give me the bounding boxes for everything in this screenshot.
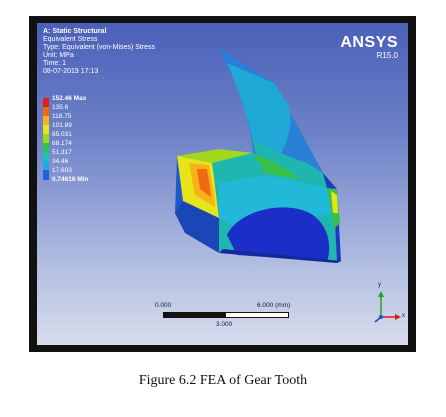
result-date: 08-07-2019 17:13 (43, 68, 155, 76)
ansys-logo: ANSYS R15.0 (340, 35, 398, 61)
scale-end-label: 6.000 (mm) (257, 302, 290, 309)
legend-label: 85.031 (52, 131, 72, 139)
scale-bar-filled-half (164, 313, 226, 317)
legend-label: 68.174 (52, 140, 72, 148)
axis-triad-icon (367, 281, 407, 326)
scale-mid-label: 3.000 (216, 321, 232, 328)
legend-label: 17.603 (52, 167, 72, 175)
axis-x-label: x (402, 313, 405, 319)
brand-name: ANSYS (340, 35, 398, 51)
legend-label: 0.74616 Min (52, 176, 89, 184)
brand-version: R15.0 (340, 51, 398, 61)
figure-caption: Figure 6.2 FEA of Gear Tooth (0, 373, 446, 389)
legend-label: 135.6 (52, 104, 68, 112)
scale-bar-graphic (163, 312, 289, 318)
legend-label: 118.75 (52, 113, 71, 121)
legend-label: 101.89 (52, 122, 72, 130)
legend-label: 152.46 Max (52, 95, 86, 103)
legend-swatch (43, 179, 49, 189)
result-unit: Unit: MPa (43, 52, 155, 60)
graphics-viewport[interactable]: A: Static Structural Equivalent Stress T… (37, 23, 408, 345)
result-name: Equivalent Stress (43, 36, 155, 44)
result-time: Time: 1 (43, 60, 155, 68)
axis-y-label: y (378, 282, 381, 288)
scale-start-label: 0.000 (155, 302, 171, 309)
gear-tooth-faces (175, 48, 341, 263)
result-info-block: A: Static Structural Equivalent Stress T… (43, 28, 155, 76)
scale-bar: 0.000 6.000 (mm) 3.000 (155, 302, 301, 332)
legend-label: 51.317 (52, 149, 72, 157)
analysis-title: A: Static Structural (43, 28, 155, 36)
axis-triad[interactable]: y x (367, 281, 407, 326)
legend-label: 34.46 (52, 158, 68, 166)
fea-figure-frame: A: Static Structural Equivalent Stress T… (29, 16, 416, 352)
result-type: Type: Equivalent (von-Mises) Stress (43, 44, 155, 52)
